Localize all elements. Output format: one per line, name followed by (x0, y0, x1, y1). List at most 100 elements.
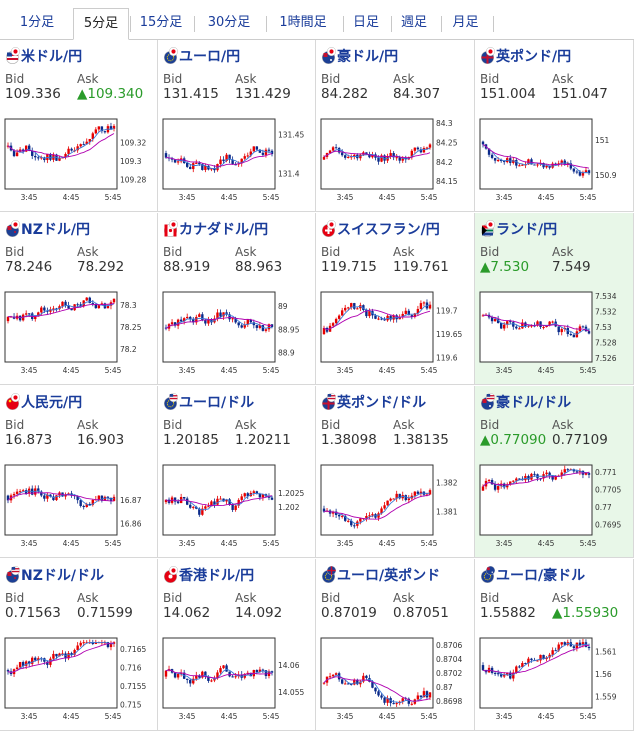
candlestick-chart[interactable]: 0.771 0.7705 0.77 0.7695 3:45 4:45 5:45 (479, 460, 629, 555)
tab-5[interactable]: 日足 (352, 15, 379, 30)
candle-body (234, 676, 237, 678)
ma-short-line (323, 492, 431, 524)
candlestick-chart[interactable]: 0.8706 0.8704 0.8702 0.87 0.8698 3:45 4:45 5:45 (320, 633, 470, 728)
candlestick-chart[interactable]: 151 150.9 3:45 4:45 5:45 (479, 114, 629, 209)
candle-body (499, 674, 503, 677)
candle-body (481, 141, 485, 145)
candle-body (186, 498, 189, 505)
candlestick-chart[interactable]: 84.3 84.25 84.2 84.15 3:45 4:45 5:45 (320, 114, 470, 209)
candle-body (182, 318, 186, 322)
candle-body (207, 506, 210, 508)
pair-name-link[interactable]: ユーロ/円 (179, 49, 241, 65)
pair-name-link[interactable]: NZドル/円 (21, 222, 90, 238)
candle-body (176, 501, 180, 504)
candle-body (198, 162, 201, 165)
ask-label: Ask (393, 591, 415, 605)
pair-name-link[interactable]: ユーロ/ドル (179, 395, 255, 411)
candlestick-chart[interactable]: 109.32 109.3 109.28 3:45 4:45 5:45 (4, 114, 154, 209)
tab-6[interactable]: 週足 (400, 15, 427, 30)
pair-name-link[interactable]: 英ポンド/ドル (337, 395, 427, 411)
pair-name-link[interactable]: 米ドル/円 (21, 49, 83, 65)
candle-body (536, 164, 539, 166)
candle-body (331, 674, 335, 677)
pair-name-link[interactable]: 香港ドル/円 (179, 568, 255, 584)
candlestick-chart[interactable]: 14.06 14.055 3:45 4:45 5:45 (162, 633, 312, 728)
candlestick-chart[interactable]: 16.87 16.86 3:45 4:45 5:45 (4, 460, 154, 555)
candle-body (347, 520, 350, 522)
candle-body (506, 672, 509, 676)
flag-icon (6, 47, 20, 64)
tab-7[interactable]: 月足 (452, 15, 479, 30)
x-tick-label: 5:45 (263, 193, 280, 202)
pair-name-link[interactable]: 人民元/円 (21, 395, 83, 411)
candle-body (91, 499, 94, 505)
candle-body (112, 496, 116, 501)
pair-name-link[interactable]: ユーロ/豪ドル (496, 568, 586, 584)
candle-body (392, 703, 395, 705)
bid-label: Bid (480, 591, 500, 605)
candlestick-chart[interactable]: 1.561 1.56 1.559 3:45 4:45 5:45 (479, 633, 629, 728)
candlestick-chart[interactable]: 1.2025 1.202 3:45 4:45 5:45 (162, 460, 312, 555)
tab-0[interactable]: 1分足 (19, 15, 55, 30)
candle-body (569, 163, 573, 169)
bid-value: 0.87019 (321, 605, 377, 621)
candle-body (88, 503, 91, 505)
candle-body (222, 498, 225, 502)
candle-body (43, 307, 46, 311)
pair-name-link[interactable]: 豪ドル/ドル (496, 395, 572, 411)
ask-value: 151.047 (552, 86, 608, 102)
tab-4[interactable]: 1時間足 (279, 15, 327, 30)
candle-body (401, 698, 404, 702)
candle-body (243, 324, 246, 328)
pair-name-link[interactable]: 豪ドル/円 (337, 49, 399, 65)
pair-name-link[interactable]: カナダドル/円 (179, 222, 269, 238)
currency-pair-card: NZドル/ドル Bid Ask 0.71563 0.71599 0.7165 0.716 0.… (0, 559, 158, 731)
candle-body (55, 495, 58, 501)
tab-3[interactable]: 30分足 (207, 15, 251, 30)
y-tick-label: 78.25 (120, 323, 142, 332)
candle-body (428, 490, 432, 495)
candle-body (76, 304, 79, 306)
bid-label: Bid (5, 245, 25, 259)
bid-value: 151.004 (480, 86, 536, 102)
candle-body (64, 653, 67, 659)
candlestick-chart[interactable]: 78.3 78.25 78.2 3:45 4:45 5:45 (4, 287, 154, 382)
candle-body (240, 325, 243, 328)
candlestick-chart[interactable]: 89 88.95 88.9 3:45 4:45 5:45 (162, 287, 312, 382)
candlestick-chart[interactable]: 119.7 119.65 119.6 3:45 4:45 5:45 (320, 287, 470, 382)
ask-value: 119.761 (393, 259, 449, 275)
tab-1[interactable]: 5分足 (73, 8, 129, 40)
ma-long-line (482, 471, 590, 487)
candlestick-chart[interactable]: 131.45 131.4 3:45 4:45 5:45 (162, 114, 312, 209)
candle-body (334, 147, 338, 149)
candle-body (228, 499, 231, 505)
candle-body (481, 315, 485, 317)
pair-name-link[interactable]: 英ポンド/円 (496, 49, 572, 65)
candle-body (344, 307, 347, 311)
candle-body (234, 505, 237, 510)
candlestick-chart[interactable]: 0.7165 0.716 0.7155 0.715 3:45 4:45 5:45 (4, 633, 154, 728)
pair-name-link[interactable]: スイスフラン/円 (337, 222, 440, 238)
candle-body (231, 159, 234, 165)
candlestick-chart[interactable]: 1.382 1.381 3:45 4:45 5:45 (320, 460, 470, 555)
y-tick-label: 14.055 (278, 688, 304, 697)
candlestick-chart[interactable]: 7.534 7.532 7.53 7.528 7.526 3:45 4:45 5:45 (479, 287, 629, 382)
candle-body (267, 149, 271, 151)
candle-body (509, 321, 512, 323)
pair-name-link[interactable]: ユーロ/英ポンド (337, 568, 441, 584)
candle-body (255, 670, 259, 672)
candle-body (521, 322, 524, 329)
tab-2[interactable]: 15分足 (139, 15, 183, 30)
ma-long-line (323, 676, 431, 702)
y-tick-label: 1.561 (595, 648, 617, 657)
candle-body (419, 303, 423, 309)
bid-label: Bid (321, 591, 341, 605)
candle-body (228, 314, 231, 320)
pair-name-link[interactable]: NZドル/ドル (21, 568, 104, 584)
candle-body (216, 312, 219, 319)
candle-body (249, 151, 252, 156)
tab-separator (391, 16, 392, 32)
pair-name-link[interactable]: ランド/円 (496, 222, 558, 238)
x-tick-label: 3:45 (337, 712, 354, 721)
x-tick-label: 3:45 (21, 366, 38, 375)
